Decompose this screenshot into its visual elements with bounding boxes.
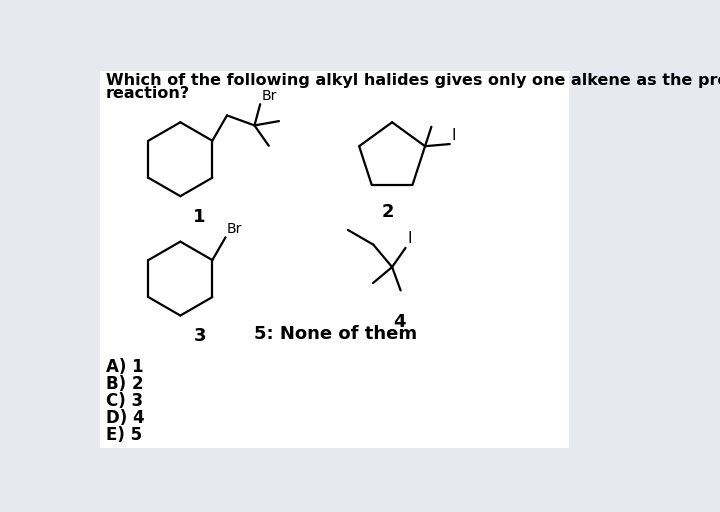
Text: C) 3: C) 3 — [106, 392, 143, 410]
Text: D) 4: D) 4 — [106, 409, 144, 427]
Text: I: I — [451, 127, 456, 142]
Text: 4: 4 — [394, 313, 406, 331]
Text: I: I — [408, 231, 413, 246]
Text: A) 1: A) 1 — [106, 358, 143, 376]
Text: Br: Br — [261, 89, 277, 103]
Text: 3: 3 — [194, 327, 206, 345]
Bar — [99, 71, 570, 448]
Text: 1: 1 — [194, 208, 206, 226]
Text: E) 5: E) 5 — [106, 426, 142, 444]
Text: Which of the following alkyl halides gives only one alkene as the product in the: Which of the following alkyl halides giv… — [106, 73, 720, 88]
Text: reaction?: reaction? — [106, 86, 190, 101]
Text: 2: 2 — [382, 203, 395, 221]
Text: 5: None of them: 5: None of them — [253, 325, 417, 343]
Text: B) 2: B) 2 — [106, 375, 143, 393]
Text: Br: Br — [227, 222, 243, 236]
